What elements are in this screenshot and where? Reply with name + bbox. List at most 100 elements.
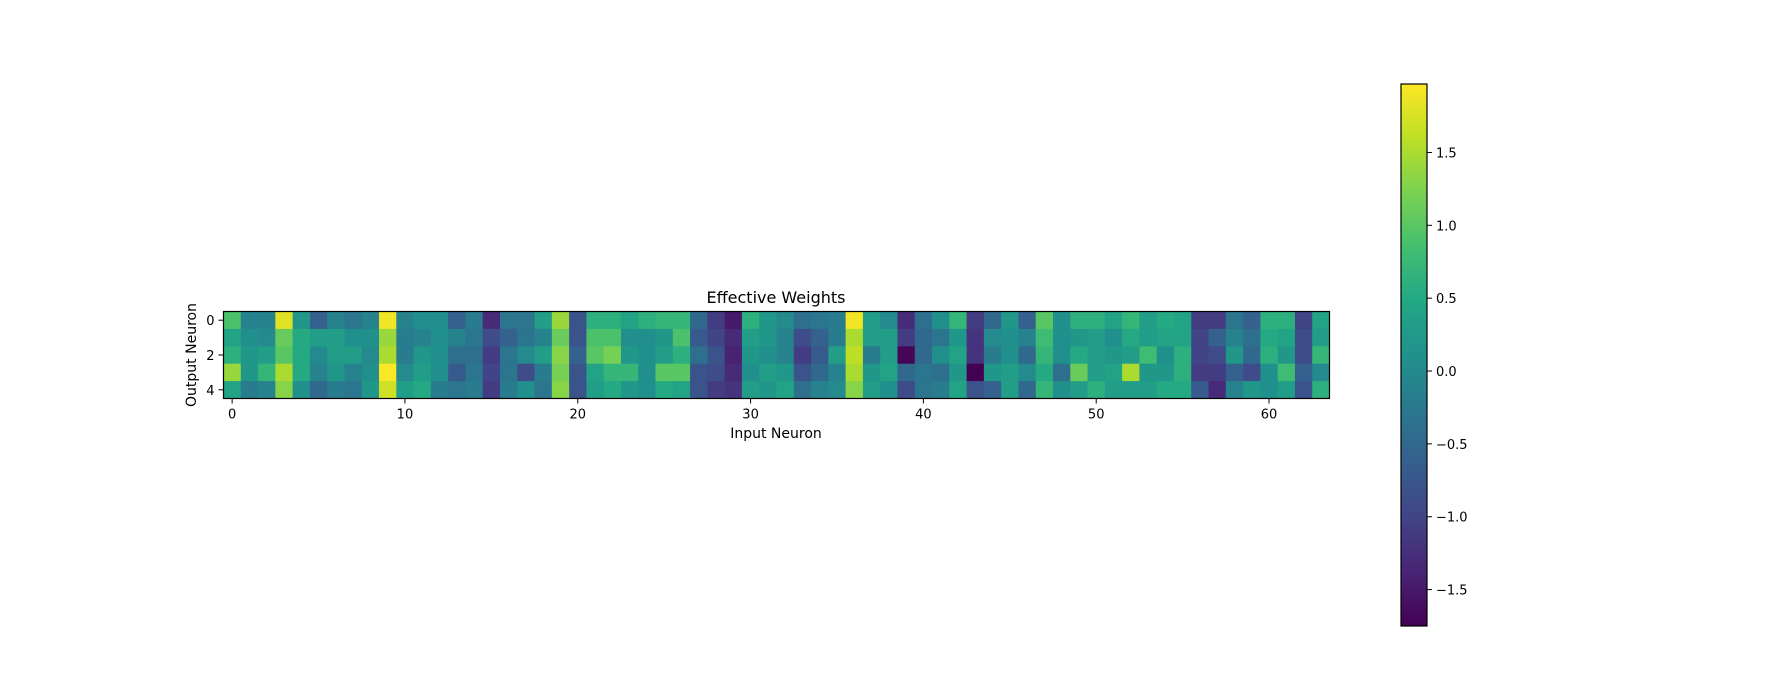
heatmap-cell bbox=[741, 346, 760, 365]
heatmap-cell bbox=[1173, 328, 1192, 347]
heatmap-cell bbox=[776, 381, 795, 399]
heatmap-cell bbox=[551, 328, 570, 347]
heatmap-cell bbox=[1294, 381, 1313, 399]
heatmap-cell bbox=[638, 381, 656, 399]
heatmap-cell bbox=[223, 311, 242, 330]
heatmap-cell bbox=[828, 346, 847, 365]
heatmap-cell bbox=[897, 311, 916, 330]
heatmap-cell bbox=[327, 346, 345, 365]
heatmap-cell bbox=[517, 328, 535, 347]
heatmap-cell bbox=[413, 381, 432, 399]
heatmap-cell bbox=[759, 381, 777, 399]
heatmap-cell bbox=[828, 328, 847, 347]
heatmap-cell bbox=[1156, 381, 1175, 399]
heatmap-cell bbox=[932, 381, 950, 399]
heatmap-cell bbox=[309, 311, 328, 330]
heatmap-cell bbox=[638, 328, 656, 347]
heatmap-cell bbox=[1087, 346, 1106, 365]
heatmap-cell bbox=[690, 346, 708, 365]
heatmap-cell bbox=[1243, 346, 1261, 365]
heatmap-cell bbox=[741, 381, 760, 399]
heatmap-cell bbox=[1087, 363, 1106, 382]
heatmap-cell bbox=[724, 346, 743, 365]
heatmap-cell bbox=[983, 363, 1002, 382]
heatmap-cell bbox=[1208, 311, 1227, 330]
heatmap-cell bbox=[223, 346, 242, 365]
heatmap-cell bbox=[448, 363, 466, 382]
heatmap-cell bbox=[1243, 381, 1261, 399]
heatmap-cell bbox=[862, 346, 881, 365]
heatmap-cell bbox=[517, 363, 535, 382]
heatmap-cell bbox=[690, 328, 708, 347]
heatmap-cell bbox=[1087, 381, 1106, 399]
heatmap-cell bbox=[361, 381, 380, 399]
heatmap-cell bbox=[1294, 328, 1313, 347]
x-axis-ticks: 0 10 20 30 40 50 60 bbox=[228, 398, 1277, 423]
heatmap-cell bbox=[776, 346, 795, 365]
heatmap-cell bbox=[1104, 346, 1123, 365]
colorbar-ticks: 1.5 1.0 0.5 0.0 −0.5 −1.0 −1.5 bbox=[1427, 146, 1468, 599]
heatmap-cell bbox=[379, 363, 397, 382]
heatmap-cell bbox=[275, 311, 294, 330]
heatmap-cell bbox=[759, 328, 777, 347]
heatmap-cell bbox=[396, 328, 414, 347]
heatmap-cell bbox=[240, 363, 259, 382]
heatmap-cell bbox=[465, 346, 484, 365]
heatmap-cell bbox=[603, 381, 622, 399]
heatmap-cell bbox=[500, 346, 518, 365]
heatmap-cell bbox=[586, 311, 605, 330]
heatmap-cell bbox=[1208, 328, 1227, 347]
heatmap-cell bbox=[534, 346, 553, 365]
heatmap-cell bbox=[862, 363, 881, 382]
heatmap-cell bbox=[448, 346, 466, 365]
heatmap-cell bbox=[534, 328, 553, 347]
heatmap-cell bbox=[690, 311, 708, 330]
heatmap-cell bbox=[1053, 311, 1071, 330]
heatmap-cell bbox=[275, 346, 294, 365]
heatmap-cell bbox=[672, 363, 691, 382]
heatmap-cell bbox=[1208, 363, 1227, 382]
heatmap-cell bbox=[672, 311, 691, 330]
heatmap-cell bbox=[845, 346, 864, 365]
heatmap-cell bbox=[1294, 363, 1313, 382]
heatmap-cell bbox=[1294, 346, 1313, 365]
heatmap-cell bbox=[258, 363, 276, 382]
heatmap-cell bbox=[897, 346, 916, 365]
heatmap-cell bbox=[828, 363, 847, 382]
heatmap-cell bbox=[344, 346, 363, 365]
heatmap-cell bbox=[845, 363, 864, 382]
heatmap-cell bbox=[534, 311, 553, 330]
heatmap-cell bbox=[1225, 381, 1244, 399]
heatmap-cell bbox=[379, 311, 397, 330]
colorbar-tick-label: −1.5 bbox=[1436, 584, 1468, 599]
heatmap-cell bbox=[741, 328, 760, 347]
heatmap-cell bbox=[690, 381, 708, 399]
heatmap-cell bbox=[603, 346, 622, 365]
heatmap-cell bbox=[828, 311, 847, 330]
heatmap-cell bbox=[1243, 311, 1261, 330]
heatmap-cell bbox=[551, 346, 570, 365]
colorbar-tick-label: 0.5 bbox=[1436, 292, 1457, 307]
heatmap-cell bbox=[880, 363, 898, 382]
heatmap-cell bbox=[793, 328, 812, 347]
heatmap-cell bbox=[1243, 363, 1261, 382]
heatmap-cell bbox=[1156, 363, 1175, 382]
heatmap-cell bbox=[1243, 328, 1261, 347]
y-tick-label: 0 bbox=[206, 314, 214, 329]
heatmap-cell bbox=[914, 346, 933, 365]
colorbar-tick-label: 0.0 bbox=[1436, 365, 1457, 380]
heatmap-cell bbox=[1053, 381, 1071, 399]
heatmap-cell bbox=[638, 346, 656, 365]
heatmap-cell bbox=[1173, 346, 1192, 365]
heatmap-cell bbox=[361, 363, 380, 382]
heatmap-cell bbox=[1225, 346, 1244, 365]
heatmap-cell bbox=[707, 328, 726, 347]
heatmap-cell bbox=[482, 363, 501, 382]
heatmap-cell bbox=[983, 346, 1002, 365]
heatmap-cell bbox=[258, 381, 276, 399]
heatmap-cell bbox=[949, 311, 967, 330]
heatmap-cell bbox=[1087, 328, 1106, 347]
heatmap-cell bbox=[1312, 363, 1330, 382]
x-axis-label: Input Neuron bbox=[730, 426, 822, 442]
heatmap-cell bbox=[482, 328, 501, 347]
